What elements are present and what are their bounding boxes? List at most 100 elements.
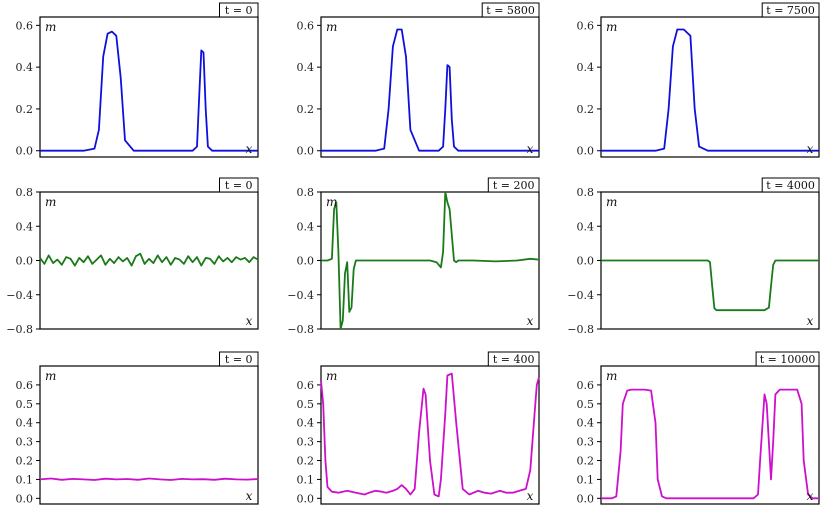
y-tick-label: 0.4	[297, 417, 315, 430]
y-tick-label: 0.4	[297, 220, 315, 233]
time-label: t = 5800	[486, 4, 535, 17]
time-label: t = 200	[493, 179, 535, 192]
time-label: t = 10000	[760, 353, 816, 366]
y-tick-label: 0.4	[577, 417, 595, 430]
y-tick-label: 0.6	[297, 379, 315, 392]
panel-1-2: −0.8 −0.4 0.0 0.4 0.8 m x t = 4000	[567, 177, 820, 336]
series-line	[601, 388, 819, 500]
plot-frame	[39, 16, 259, 158]
time-label: t = 7500	[766, 4, 815, 17]
y-tick-label: 0.0	[297, 255, 315, 268]
y-tick-label: 0.2	[297, 103, 315, 116]
y-tick-label: −0.8	[6, 323, 33, 336]
y-tick-label: 0.4	[297, 61, 315, 74]
y-tick-label: 0.3	[297, 436, 315, 449]
y-tick-label: 0.2	[16, 455, 34, 468]
y-tick-label: 0.0	[16, 145, 34, 158]
panel-0-0: 0.0 0.2 0.4 0.6 m x t = 0	[16, 2, 259, 158]
time-label: t = 0	[225, 4, 253, 17]
y-tick-label: −0.8	[287, 323, 314, 336]
y-tick-label: 0.8	[577, 186, 595, 199]
y-tick-label: 0.2	[577, 455, 595, 468]
plot-frame	[320, 16, 540, 158]
time-label-box	[219, 2, 259, 18]
y-tick-label: 0.5	[577, 398, 595, 411]
y-tick-label: 0.3	[577, 436, 595, 449]
x-axis-label: x	[807, 142, 814, 156]
y-tick-label: 0.2	[297, 455, 315, 468]
time-label-box	[481, 2, 540, 18]
y-axis-label: m	[606, 195, 617, 209]
y-tick-label: 0.4	[16, 61, 34, 74]
series-line	[601, 259, 819, 312]
plot-frame	[320, 365, 540, 505]
panel-2-1: 0.0 0.1 0.2 0.3 0.4 0.5 0.6 m x t = 400	[297, 351, 540, 505]
panel-1-1: −0.8 −0.4 0.0 0.4 0.8 m x t = 200	[287, 177, 540, 336]
y-tick-label: −0.4	[567, 289, 594, 302]
y-tick-label: 0.6	[16, 379, 34, 392]
time-label-box	[487, 177, 540, 193]
y-tick-label: −0.4	[6, 289, 33, 302]
time-label-box	[219, 177, 259, 193]
time-label: t = 0	[225, 353, 253, 366]
y-axis-label: m	[45, 20, 56, 34]
y-tick-label: 0.1	[16, 473, 34, 486]
series-line	[601, 28, 819, 152]
x-axis-label: x	[527, 314, 534, 328]
y-tick-label: 0.0	[16, 492, 34, 505]
series-line	[39, 252, 259, 267]
x-axis-label: x	[527, 142, 534, 156]
y-axis-label: m	[326, 20, 337, 34]
y-axis-label: m	[606, 369, 617, 383]
y-tick-label: 0.8	[16, 186, 34, 199]
panel-1-0: −0.8 −0.4 0.0 0.4 0.8 m x t = 0	[6, 177, 259, 336]
y-tick-label: −0.4	[287, 289, 314, 302]
y-axis-label: m	[45, 195, 56, 209]
panel-2-2: 0.0 0.1 0.2 0.3 0.4 0.5 0.6 m x t = 10000	[577, 351, 820, 505]
y-tick-label: 0.0	[16, 255, 34, 268]
y-axis-label: m	[45, 369, 56, 383]
y-tick-label: 0.5	[297, 398, 315, 411]
y-tick-label: 0.2	[577, 103, 595, 116]
plot-frame	[600, 16, 820, 158]
y-tick-label: 0.1	[297, 473, 315, 486]
series-line	[321, 28, 539, 152]
y-tick-label: 0.6	[577, 19, 595, 32]
y-tick-label: 0.3	[16, 436, 34, 449]
time-label-box	[487, 351, 540, 367]
y-tick-label: 0.0	[297, 492, 315, 505]
x-axis-label: x	[807, 489, 814, 503]
time-label-box	[755, 351, 820, 367]
y-axis-label: m	[326, 195, 337, 209]
x-axis-label: x	[527, 489, 534, 503]
y-tick-label: 0.8	[297, 186, 315, 199]
panel-0-1: 0.0 0.2 0.4 0.6 m x t = 5800	[297, 2, 540, 158]
y-tick-label: 0.6	[577, 379, 595, 392]
y-tick-label: 0.4	[577, 220, 595, 233]
time-label-box	[761, 2, 820, 18]
y-tick-label: 0.5	[16, 398, 34, 411]
x-axis-label: x	[246, 142, 253, 156]
y-tick-label: 0.4	[577, 61, 595, 74]
series-line	[320, 372, 540, 498]
panel-2-0: 0.0 0.1 0.2 0.3 0.4 0.5 0.6 m x t = 0	[16, 351, 259, 505]
series-line	[40, 30, 258, 152]
time-label-box	[219, 351, 259, 367]
plot-frame	[600, 365, 820, 505]
y-tick-label: 0.6	[16, 19, 34, 32]
y-axis-label: m	[326, 369, 337, 383]
time-label: t = 400	[493, 353, 535, 366]
series-line	[321, 191, 540, 330]
y-tick-label: 0.4	[16, 220, 34, 233]
y-tick-label: 0.1	[577, 473, 595, 486]
time-label: t = 0	[225, 179, 253, 192]
x-axis-label: x	[246, 314, 253, 328]
x-axis-label: x	[246, 489, 253, 503]
time-label: t = 4000	[766, 179, 815, 192]
y-tick-label: 0.0	[577, 255, 595, 268]
y-tick-label: 0.4	[16, 417, 34, 430]
series-line	[39, 477, 259, 481]
plot-frame	[39, 365, 259, 505]
y-tick-label: 0.6	[297, 19, 315, 32]
